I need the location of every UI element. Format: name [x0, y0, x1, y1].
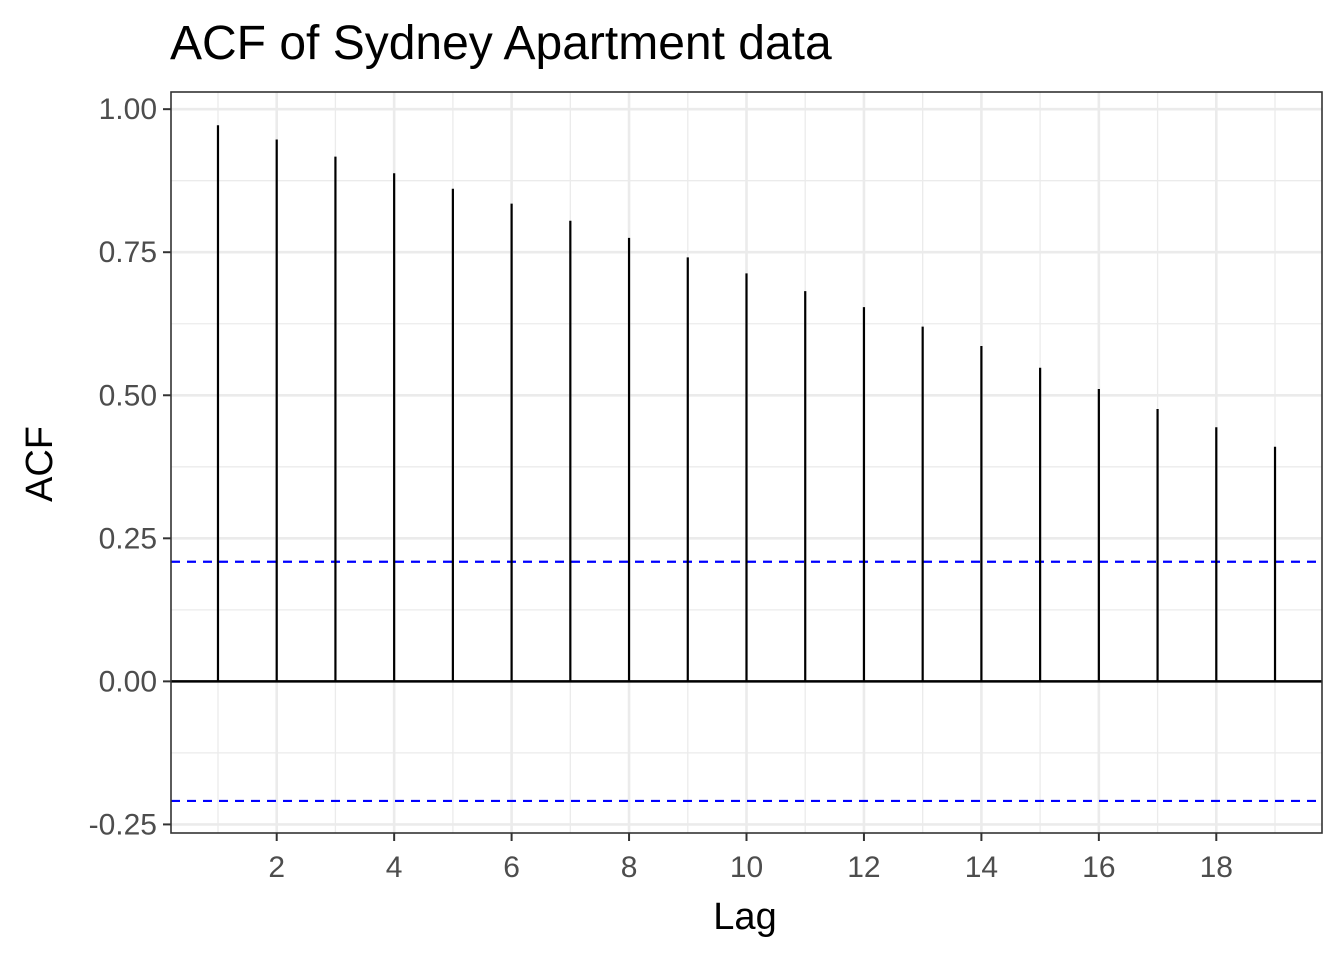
plot-panel [170, 91, 1323, 834]
x-tick-label: 4 [386, 851, 403, 884]
x-tick-label: 14 [965, 851, 998, 884]
y-axis: -0.25 0.00 0.25 0.50 0.75 1.00 [89, 93, 171, 841]
x-tick-label: 2 [268, 851, 285, 884]
x-tick-label: 10 [730, 851, 763, 884]
y-tick-label: -0.25 [89, 808, 157, 841]
y-tick-label: 0.50 [99, 379, 157, 412]
chart-title: ACF of Sydney Apartment data [170, 17, 832, 70]
y-tick-label: 0.25 [99, 522, 157, 555]
x-axis-title: Lag [713, 896, 776, 938]
x-tick-label: 12 [847, 851, 880, 884]
x-tick-label: 18 [1200, 851, 1233, 884]
x-tick-label: 6 [503, 851, 520, 884]
y-tick-label: 0.00 [99, 665, 157, 698]
x-axis: 2 4 6 8 10 12 14 16 18 [268, 833, 1233, 884]
x-tick-label: 16 [1082, 851, 1115, 884]
y-tick-label: 0.75 [99, 236, 157, 269]
y-axis-title: ACF [19, 426, 61, 502]
y-tick-label: 1.00 [99, 93, 157, 126]
x-tick-label: 8 [621, 851, 638, 884]
acf-bars-layer [216, 125, 1277, 682]
